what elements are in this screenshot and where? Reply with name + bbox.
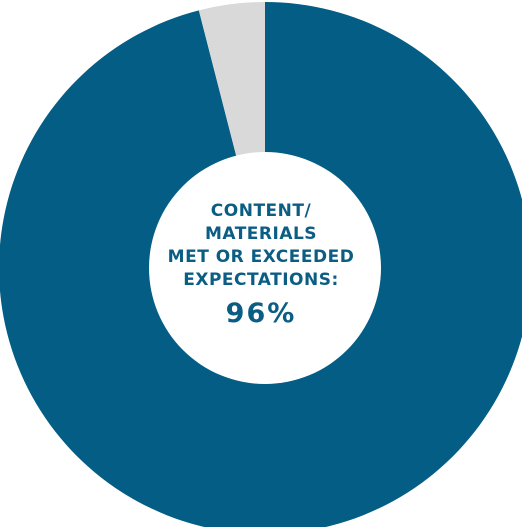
center-value: 96%: [225, 298, 297, 329]
center-label-line-1: CONTENT/: [210, 201, 312, 221]
donut-hole: [149, 152, 381, 384]
center-label-line-4: EXPECTATIONS:: [183, 270, 339, 290]
center-label-line-2: MATERIALS: [204, 224, 318, 244]
center-label: CONTENT/ MATERIALS MET OR EXCEEDED EXPEC…: [161, 200, 361, 334]
center-label-line-3: MET OR EXCEEDED: [167, 247, 355, 267]
